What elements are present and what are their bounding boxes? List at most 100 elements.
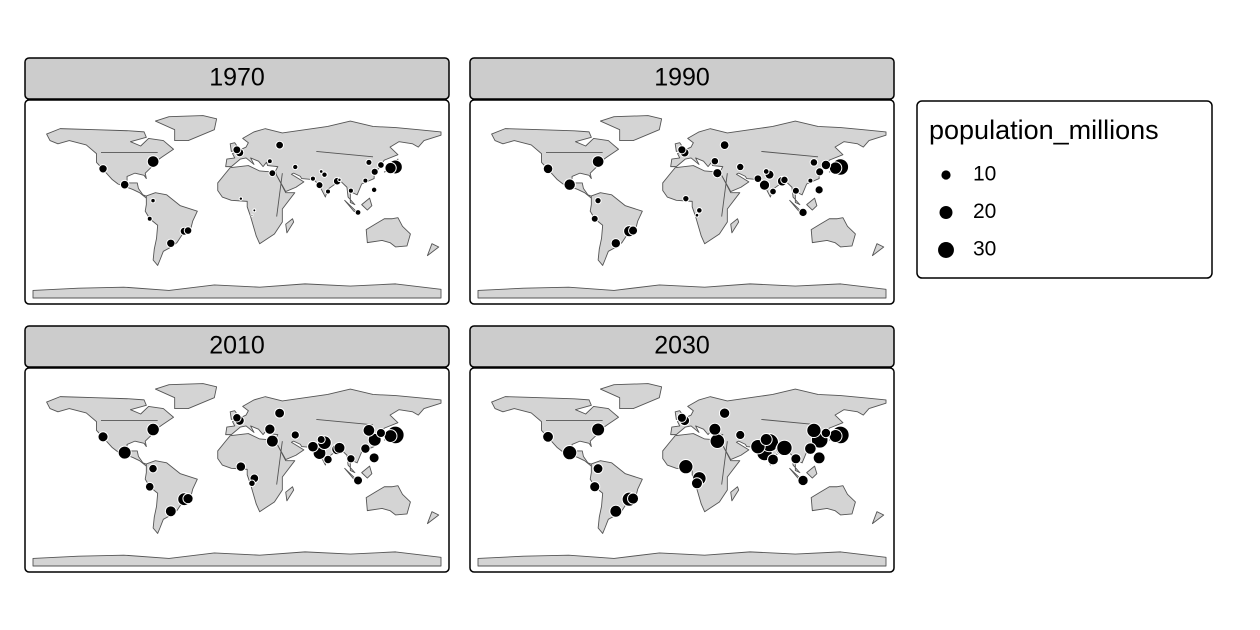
legend-title: population_millions [929,115,1159,145]
facet-strip [24,57,450,100]
city-bubble [275,140,284,150]
city-bubble [370,186,378,194]
facet: 2010 [24,325,450,573]
city-bubble [809,158,819,167]
city-bubble [353,475,364,486]
legend-bubble [938,242,954,258]
city-bubble [323,454,333,465]
city-bubble [232,145,242,155]
city-bubble [309,175,316,182]
city-bubble [709,433,726,449]
city-bubble [591,155,605,168]
city-bubble [804,442,817,455]
legend-label: 30 [973,238,996,261]
city-bubble [183,226,193,235]
city-bubble [146,155,160,168]
city-bubble [346,454,356,464]
city-bubble [769,187,777,196]
city-bubble [678,459,694,475]
city-bubble [164,505,177,518]
city-bubble [290,430,300,440]
city-bubble [812,451,826,465]
city-bubble [264,423,276,435]
city-bubble [316,435,326,445]
city-bubble [166,238,176,248]
facet-title: 2010 [209,332,265,360]
city-bubble [252,208,257,213]
city-bubble [383,429,398,443]
city-bubble [676,412,687,423]
city-bubble [828,429,843,444]
city-bubble [146,422,160,437]
city-bubble [790,453,802,465]
city-bubble [150,197,156,204]
city-bubble [694,212,700,218]
city-bubble [238,196,244,201]
city-bubble [375,427,386,439]
city-bubble [347,187,354,194]
city-bubble [791,186,800,195]
city-bubble [735,429,746,441]
city-bubble [820,427,832,439]
city-bubble [762,168,770,175]
city-bubble [377,161,385,169]
city-bubble [248,479,256,488]
legend-bubble [939,206,953,219]
city-bubble [384,161,397,175]
city-bubble [146,215,153,222]
city-bubble [235,461,247,472]
city-bubble [307,440,319,453]
city-bubble [719,140,730,150]
city-bubble [627,492,640,505]
city-bubble [710,156,720,166]
city-bubble [268,169,277,178]
facet-title: 1990 [654,64,710,92]
city-bubble [820,159,832,171]
city-bubble [798,207,808,218]
city-bubble [828,161,843,175]
city-bubble [767,453,779,466]
city-bubble [594,196,602,205]
city-bubble [117,445,132,460]
legend-label: 20 [973,200,996,223]
facet-title: 1970 [209,64,265,92]
city-bubble [182,492,194,505]
city-bubble [591,422,606,437]
city-bubble [337,177,342,183]
city-bubble [119,179,130,190]
city-bubble [266,158,273,165]
panels: 1970 1990 2010 2030 [24,57,895,573]
city-bubble [362,424,376,437]
city-bubble [758,179,771,191]
city-bubble [712,168,723,179]
city-bubble [776,439,793,457]
facet-title: 2030 [654,332,710,360]
city-bubble [292,163,299,171]
city-bubble [759,433,773,446]
city-bubble [807,177,814,184]
city-bubble [368,452,380,464]
city-bubble [315,181,324,190]
city-bubble [690,477,703,490]
legend-box [916,100,1213,279]
facet-strip [24,325,450,368]
city-bubble [321,171,328,178]
city-bubble [98,164,108,174]
city-bubble [148,463,158,474]
city-bubble [708,422,722,436]
city-bubble [753,174,763,184]
city-bubble [609,504,623,518]
city-bubble [324,188,332,195]
facet: 2030 [469,325,895,573]
facet: 1970 [24,57,450,305]
city-bubble [97,431,109,443]
city-bubble [354,209,362,216]
legend-label: 10 [973,163,996,186]
city-bubble [370,167,379,176]
city-bubble [542,163,554,175]
legend-bubble [941,170,951,180]
city-bubble [610,238,622,249]
legend-items: 10 20 30 [938,163,996,261]
city-bubble [563,178,576,191]
